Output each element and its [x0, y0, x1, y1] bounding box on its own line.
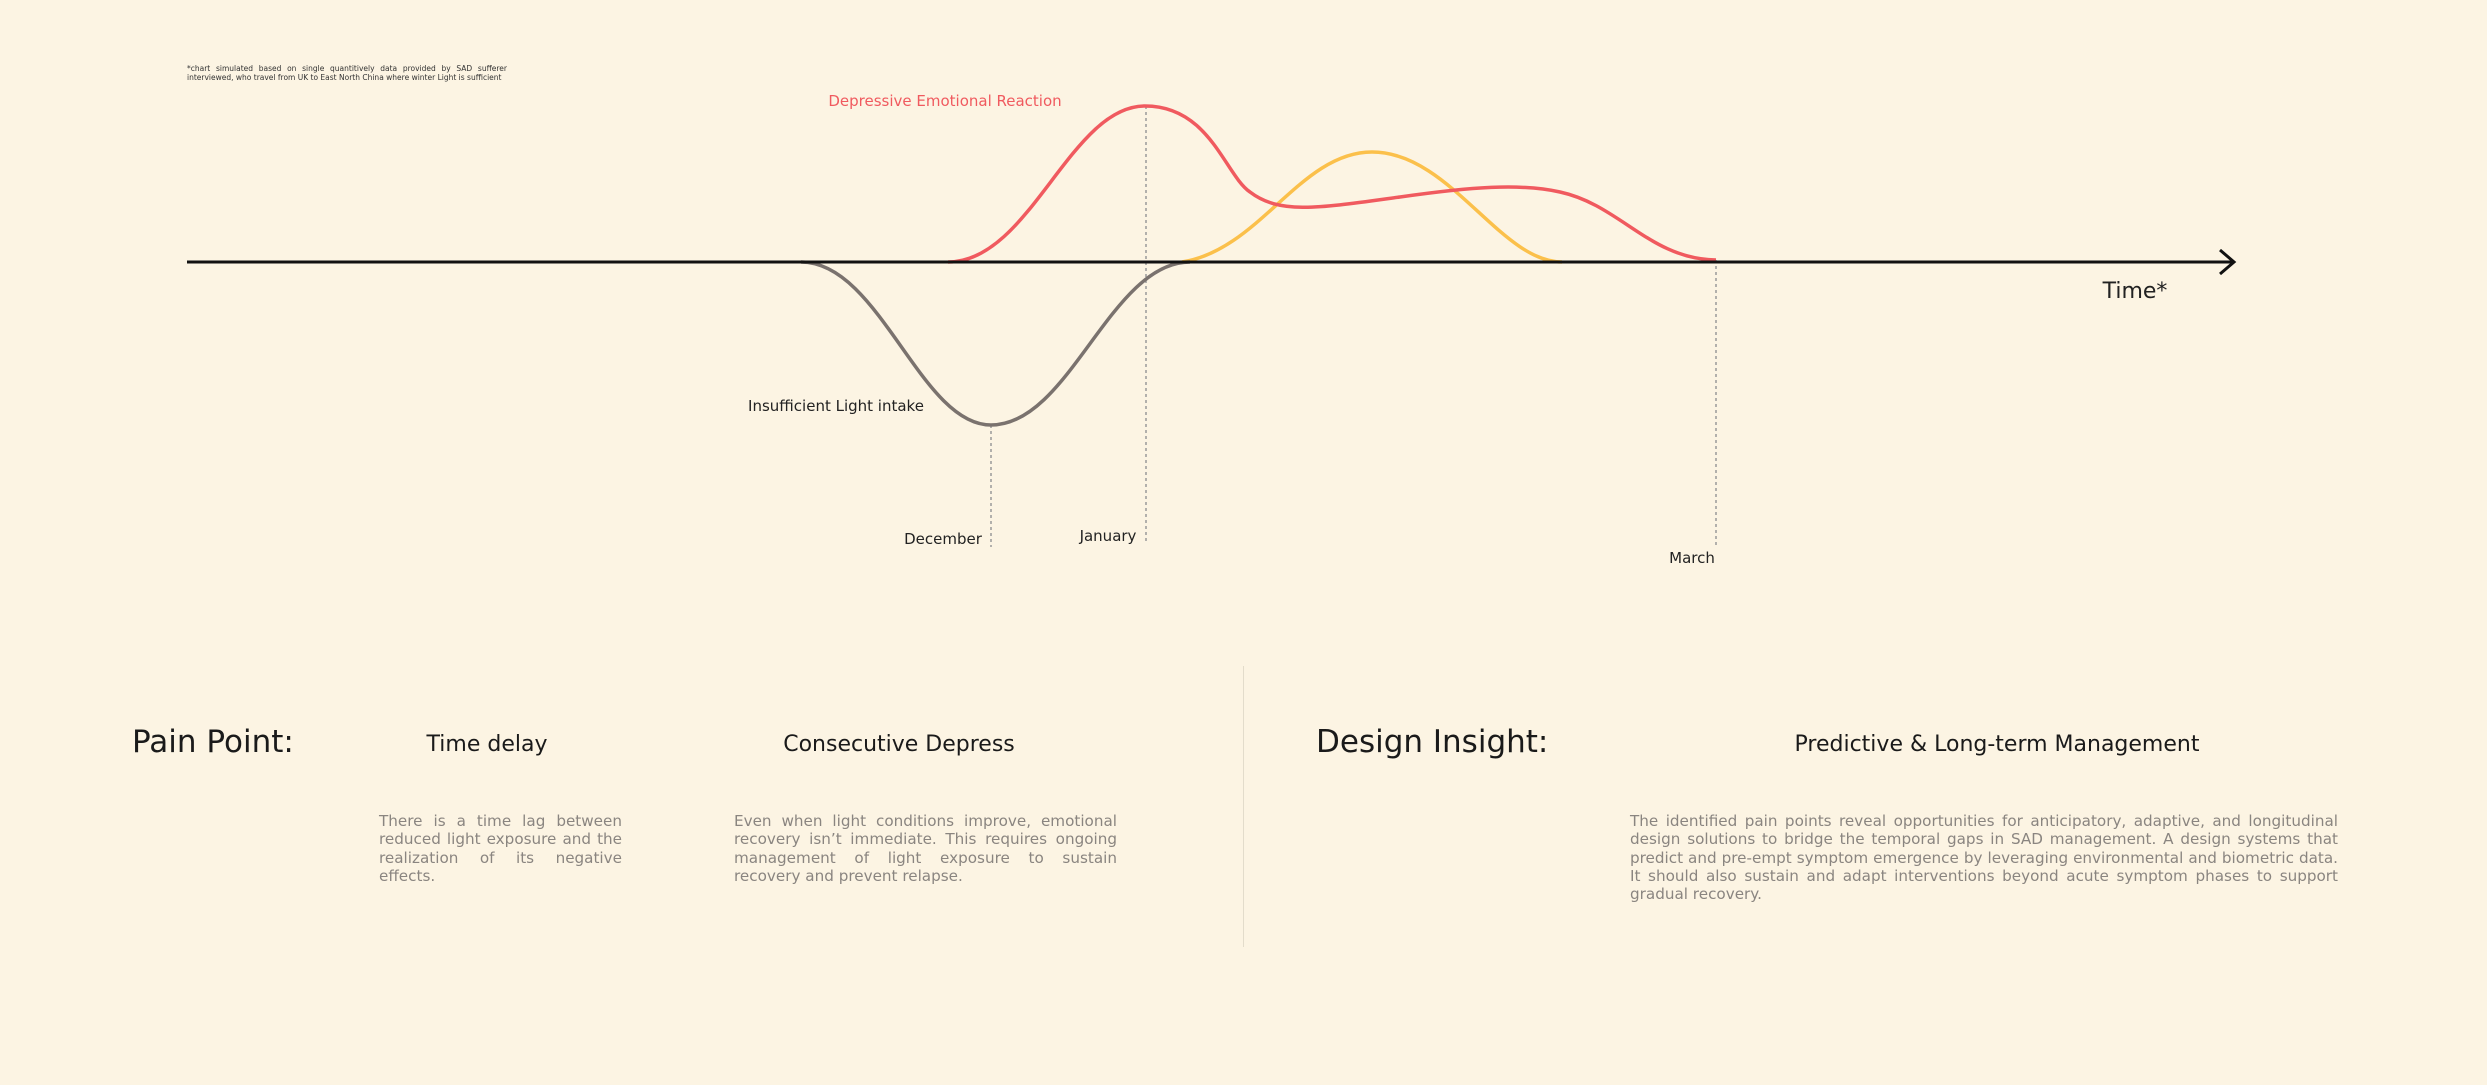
month-label-december: December: [904, 530, 982, 548]
axis-arrow-icon: [2219, 248, 2237, 276]
recovery-curve: [1181, 150, 1563, 264]
light-intake-curve: [800, 260, 1191, 427]
design-insight-subtitle: Predictive & Long-term Management: [1794, 732, 2200, 757]
pain-point-title-consecutive-depress: Consecutive Depress: [783, 732, 1015, 757]
month-label-january: January: [1079, 527, 1137, 545]
time-axis-label: Time*: [2102, 279, 2168, 304]
chart-footnote: *chart simulated based on single quantit…: [187, 64, 507, 82]
design-insight-text: The identified pain points reveal opport…: [1630, 812, 2338, 904]
emotional-reaction-curve: [947, 104, 1717, 264]
pain-point-title-time-delay: Time delay: [426, 732, 548, 757]
design-insight-heading: Design Insight:: [1316, 724, 1549, 760]
emotional-reaction-label: Depressive Emotional Reaction: [828, 92, 1062, 110]
pain-point-text-time-delay: There is a time lag between reduced ligh…: [379, 812, 622, 885]
section-divider: [1243, 666, 1244, 947]
light-intake-label: Insufficient Light intake: [748, 397, 924, 415]
pain-point-text-consecutive-depress: Even when light conditions improve, emot…: [734, 812, 1117, 885]
month-label-march: March: [1669, 549, 1715, 567]
pain-point-heading: Pain Point:: [132, 724, 294, 760]
